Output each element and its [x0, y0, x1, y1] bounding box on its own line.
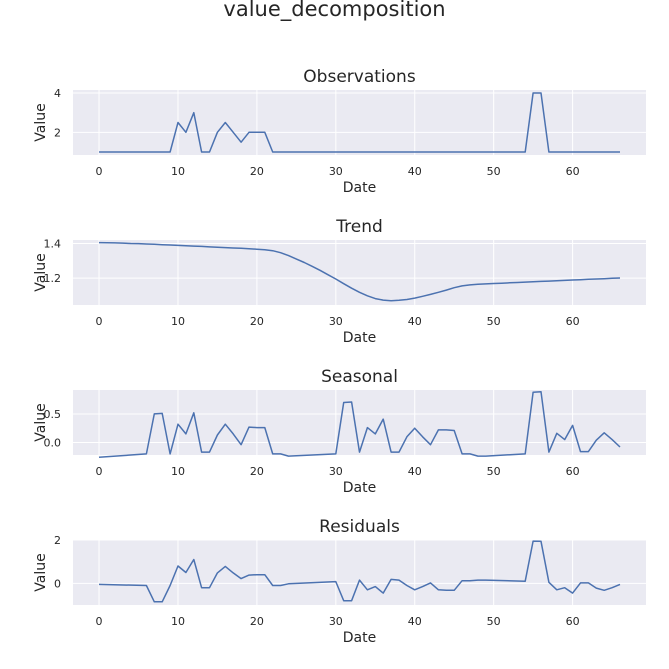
panel-title: Observations	[303, 67, 416, 87]
x-tick-label: 50	[487, 165, 501, 178]
panel-residuals: 0 10 20 30 40 50 60 0 2 Residuals Date Value	[33, 517, 646, 646]
y-tick-label: 1.4	[44, 237, 62, 250]
x-tick-label: 10	[171, 315, 185, 328]
panel-observations: 0 10 20 30 40 50 60 2 4 Observations Date Value	[33, 67, 646, 196]
x-tick-label: 30	[329, 465, 343, 478]
plot-area	[73, 540, 646, 605]
y-tick-label: 1.2	[44, 272, 62, 285]
y-axis-label: Value	[33, 253, 49, 291]
x-tick-label: 50	[487, 315, 501, 328]
panel-title: Trend	[335, 217, 383, 237]
x-tick-label: 10	[171, 165, 185, 178]
x-tick-label: 60	[566, 315, 580, 328]
x-axis-label: Date	[343, 330, 376, 346]
x-tick-label: 0	[96, 315, 103, 328]
panel-trend: 0 10 20 30 40 50 60 1.2 1.4 Trend Date Value	[33, 217, 646, 346]
x-tick-label: 20	[250, 315, 264, 328]
x-tick-label: 60	[566, 615, 580, 628]
x-tick-label: 60	[566, 465, 580, 478]
y-tick-label: 4	[54, 87, 61, 100]
plot-area	[73, 390, 646, 455]
y-tick-label: 0.0	[44, 436, 62, 449]
series-line	[98, 390, 621, 459]
x-tick-label: 50	[487, 615, 501, 628]
y-tick-label: 0	[54, 577, 61, 590]
panel-seasonal: 0 10 20 30 40 50 60 0.0 0.5 Seasonal Date Value	[33, 367, 646, 496]
x-tick-label: 20	[250, 165, 264, 178]
x-tick-label: 40	[408, 165, 422, 178]
x-tick-label: 40	[408, 465, 422, 478]
x-tick-label: 40	[408, 315, 422, 328]
y-axis-label: Value	[33, 403, 49, 441]
x-tick-label: 40	[408, 615, 422, 628]
x-tick-label: 60	[566, 165, 580, 178]
x-tick-label: 20	[250, 465, 264, 478]
series-line	[98, 241, 621, 302]
x-tick-label: 30	[329, 615, 343, 628]
y-tick-label: 2	[54, 126, 61, 139]
y-axis-label: Value	[33, 103, 49, 141]
x-tick-label: 10	[171, 465, 185, 478]
x-tick-label: 10	[171, 615, 185, 628]
x-axis-label: Date	[343, 630, 376, 646]
figure-title: value_decomposition	[223, 0, 445, 22]
x-tick-label: 0	[96, 615, 103, 628]
series-line	[98, 540, 621, 603]
x-axis-label: Date	[343, 180, 376, 196]
x-tick-label: 0	[96, 165, 103, 178]
x-tick-label: 0	[96, 465, 103, 478]
x-tick-label: 30	[329, 315, 343, 328]
x-axis-label: Date	[343, 480, 376, 496]
plot-area	[73, 240, 646, 305]
panel-title: Residuals	[319, 517, 400, 537]
y-tick-label: 0.5	[44, 408, 62, 421]
plot-area	[73, 90, 646, 155]
x-tick-label: 20	[250, 615, 264, 628]
series-line	[99, 92, 620, 153]
panel-title: Seasonal	[321, 367, 398, 387]
y-axis-label: Value	[33, 553, 49, 591]
x-tick-label: 50	[487, 465, 501, 478]
x-tick-label: 30	[329, 165, 343, 178]
y-tick-label: 2	[54, 534, 61, 547]
